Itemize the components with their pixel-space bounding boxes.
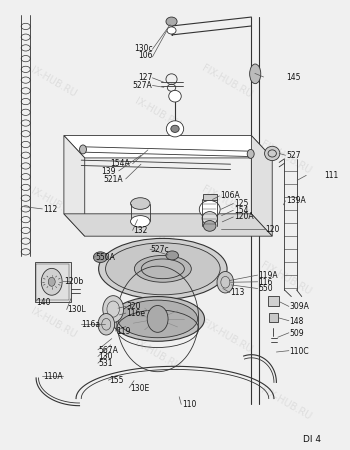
Text: IX-HUB.RU: IX-HUB.RU bbox=[133, 338, 182, 372]
Text: 130c: 130c bbox=[134, 44, 153, 53]
Text: IX-HUB.RU: IX-HUB.RU bbox=[29, 185, 78, 220]
Text: 106: 106 bbox=[138, 51, 153, 60]
Ellipse shape bbox=[166, 121, 184, 137]
Text: FIX-HUB.RU: FIX-HUB.RU bbox=[259, 386, 313, 422]
Text: 116a: 116a bbox=[81, 320, 100, 329]
Circle shape bbox=[48, 277, 55, 286]
Bar bbox=[268, 296, 279, 306]
Text: 567A: 567A bbox=[99, 346, 119, 355]
Bar bbox=[203, 194, 217, 200]
Text: 154A: 154A bbox=[110, 159, 130, 168]
Text: 148: 148 bbox=[289, 317, 304, 326]
Ellipse shape bbox=[118, 300, 197, 338]
Text: 110C: 110C bbox=[289, 346, 309, 356]
Ellipse shape bbox=[93, 252, 107, 262]
Text: 116: 116 bbox=[258, 278, 273, 287]
Ellipse shape bbox=[166, 251, 179, 260]
Text: 110: 110 bbox=[182, 400, 196, 410]
Polygon shape bbox=[64, 135, 85, 236]
Ellipse shape bbox=[199, 200, 220, 218]
Text: 111: 111 bbox=[324, 171, 338, 180]
Text: 527A: 527A bbox=[133, 81, 153, 90]
Ellipse shape bbox=[167, 27, 176, 34]
Text: 110A: 110A bbox=[43, 372, 63, 381]
Text: DI 4: DI 4 bbox=[303, 435, 321, 444]
Text: FIX-HUB.RU: FIX-HUB.RU bbox=[200, 319, 254, 355]
Ellipse shape bbox=[79, 145, 86, 154]
Ellipse shape bbox=[134, 256, 191, 282]
Polygon shape bbox=[64, 214, 272, 236]
Text: 155: 155 bbox=[109, 376, 124, 385]
Text: 130E: 130E bbox=[130, 384, 149, 393]
Text: 106A: 106A bbox=[220, 191, 240, 200]
Bar bbox=[35, 261, 71, 302]
Text: FIX-HUB.RU: FIX-HUB.RU bbox=[200, 63, 254, 100]
Text: 154: 154 bbox=[234, 206, 248, 215]
Text: 116e: 116e bbox=[126, 309, 145, 318]
Ellipse shape bbox=[265, 146, 280, 161]
Text: 130: 130 bbox=[99, 352, 113, 361]
Ellipse shape bbox=[111, 297, 204, 341]
Text: 550A: 550A bbox=[95, 253, 115, 262]
Text: 112: 112 bbox=[43, 205, 57, 214]
Circle shape bbox=[147, 306, 168, 333]
Ellipse shape bbox=[131, 198, 150, 209]
Text: 509: 509 bbox=[289, 329, 304, 338]
Text: 119A: 119A bbox=[258, 271, 278, 280]
Text: 130L: 130L bbox=[67, 306, 86, 315]
Text: IX-HUB.RU: IX-HUB.RU bbox=[133, 96, 182, 130]
Text: FIX-HUB.RU: FIX-HUB.RU bbox=[200, 184, 254, 221]
Text: 139: 139 bbox=[102, 167, 116, 176]
Text: 527c: 527c bbox=[151, 245, 169, 254]
Text: 139A: 139A bbox=[286, 196, 306, 205]
Text: FIX-HUB.RU: FIX-HUB.RU bbox=[259, 140, 313, 176]
Text: 521A: 521A bbox=[103, 175, 123, 184]
Polygon shape bbox=[251, 135, 272, 236]
Bar bbox=[269, 313, 279, 322]
Text: IX-HUB.RU: IX-HUB.RU bbox=[29, 306, 78, 340]
Ellipse shape bbox=[131, 216, 150, 227]
Text: FIX-HUB.RU: FIX-HUB.RU bbox=[259, 260, 313, 297]
Ellipse shape bbox=[247, 149, 254, 158]
Ellipse shape bbox=[169, 90, 181, 102]
Text: 119: 119 bbox=[116, 327, 130, 336]
Ellipse shape bbox=[203, 220, 216, 231]
Ellipse shape bbox=[99, 238, 227, 299]
Bar bbox=[36, 264, 69, 300]
Text: IX-HUB.RU: IX-HUB.RU bbox=[29, 65, 78, 99]
Ellipse shape bbox=[106, 243, 220, 295]
Text: IX-HUB.RU: IX-HUB.RU bbox=[133, 217, 182, 251]
Polygon shape bbox=[64, 135, 272, 158]
Text: 132: 132 bbox=[133, 226, 148, 235]
Ellipse shape bbox=[166, 17, 177, 26]
Text: 550: 550 bbox=[258, 284, 273, 293]
Ellipse shape bbox=[202, 212, 217, 225]
Text: 527: 527 bbox=[286, 151, 301, 160]
Text: 127: 127 bbox=[138, 73, 153, 82]
Text: 531: 531 bbox=[99, 359, 113, 368]
Text: 145: 145 bbox=[286, 73, 301, 82]
Text: 125: 125 bbox=[234, 199, 248, 208]
Circle shape bbox=[103, 296, 124, 323]
Ellipse shape bbox=[171, 125, 179, 132]
Ellipse shape bbox=[250, 64, 261, 84]
Text: 140: 140 bbox=[36, 298, 51, 307]
Circle shape bbox=[41, 268, 62, 295]
Text: 120: 120 bbox=[265, 225, 280, 234]
Text: 120b: 120b bbox=[64, 277, 83, 286]
Text: 120A: 120A bbox=[234, 212, 254, 221]
Text: 309A: 309A bbox=[289, 302, 309, 311]
Text: 113: 113 bbox=[231, 288, 245, 297]
Text: 320: 320 bbox=[126, 302, 141, 311]
Circle shape bbox=[98, 314, 114, 335]
Circle shape bbox=[217, 271, 234, 293]
